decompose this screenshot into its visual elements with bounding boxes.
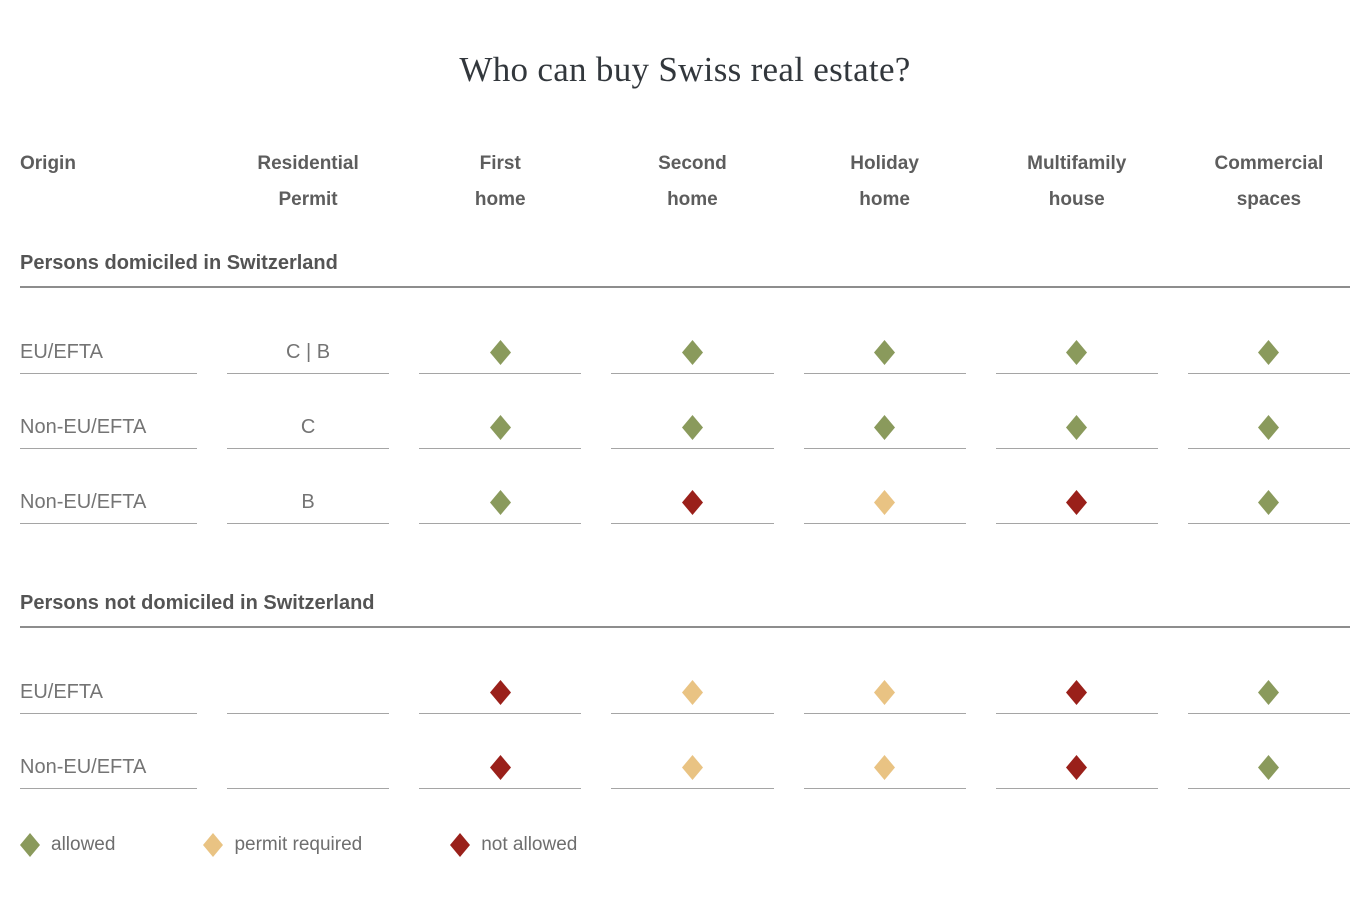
status-cell-commercial-spaces <box>1187 741 1350 789</box>
status-cell-commercial-spaces <box>1187 476 1350 524</box>
status-cell-second-home <box>611 476 774 524</box>
status-diamond-icon <box>1258 490 1280 515</box>
origin-cell: EU/EFTA <box>20 326 197 374</box>
status-cell-holiday-home <box>803 476 966 524</box>
status-cell-multifamily-house <box>995 401 1158 449</box>
section-header-not-domiciled: Persons not domiciled in Switzerland <box>20 592 1350 628</box>
status-diamond-icon <box>489 340 511 365</box>
status-cell-first-home <box>419 401 582 449</box>
status-diamond-icon <box>681 680 703 705</box>
status-diamond-icon <box>1258 340 1280 365</box>
status-cell-holiday-home <box>803 326 966 374</box>
status-cell-first-home <box>419 326 582 374</box>
table-row: EU/EFTA <box>20 666 1350 714</box>
table-row: Non-EU/EFTA C <box>20 401 1350 449</box>
column-header-commercial-spaces: Commercial spaces <box>1214 153 1324 210</box>
status-diamond-icon <box>1066 755 1088 780</box>
table-row: EU/EFTA C | B <box>20 326 1350 374</box>
status-cell-commercial-spaces <box>1187 326 1350 374</box>
status-diamond-icon <box>1066 680 1088 705</box>
permit-cell: C <box>227 401 390 449</box>
not-allowed-diamond-icon <box>450 833 471 857</box>
section-header-domiciled: Persons domiciled in Switzerland <box>20 252 1350 288</box>
legend-label: allowed <box>51 834 116 855</box>
status-cell-second-home <box>611 401 774 449</box>
permit-required-diamond-icon <box>203 833 224 857</box>
status-diamond-icon <box>874 755 896 780</box>
status-diamond-icon <box>1066 490 1088 515</box>
permit-cell <box>227 741 390 789</box>
status-cell-first-home <box>419 741 582 789</box>
status-diamond-icon <box>489 415 511 440</box>
status-cell-first-home <box>419 666 582 714</box>
legend-item-permit-required: permit required <box>203 833 362 857</box>
status-diamond-icon <box>874 415 896 440</box>
status-cell-multifamily-house <box>995 741 1158 789</box>
status-diamond-icon <box>1066 340 1088 365</box>
origin-cell: EU/EFTA <box>20 666 197 714</box>
status-cell-multifamily-house <box>995 666 1158 714</box>
status-cell-multifamily-house <box>995 476 1158 524</box>
status-cell-first-home <box>419 476 582 524</box>
status-diamond-icon <box>681 415 703 440</box>
status-cell-second-home <box>611 666 774 714</box>
status-diamond-icon <box>1258 680 1280 705</box>
status-diamond-icon <box>489 755 511 780</box>
status-cell-commercial-spaces <box>1187 666 1350 714</box>
column-header-second-home: Second home <box>658 153 727 210</box>
legend: allowed permit required not allowed <box>0 833 1370 857</box>
status-diamond-icon <box>874 680 896 705</box>
permit-cell: C | B <box>227 326 390 374</box>
status-diamond-icon <box>1066 415 1088 440</box>
legend-label: not allowed <box>481 834 578 855</box>
legend-label: permit required <box>234 834 363 855</box>
column-header-holiday-home: Holiday home <box>850 153 919 210</box>
column-header-residential-permit: Residential Permit <box>257 153 359 210</box>
status-diamond-icon <box>681 755 703 780</box>
status-diamond-icon <box>874 340 896 365</box>
status-diamond-icon <box>874 490 896 515</box>
status-diamond-icon <box>1258 755 1280 780</box>
status-cell-commercial-spaces <box>1187 401 1350 449</box>
status-cell-holiday-home <box>803 401 966 449</box>
status-cell-multifamily-house <box>995 326 1158 374</box>
status-diamond-icon <box>489 490 511 515</box>
origin-cell: Non-EU/EFTA <box>20 401 197 449</box>
column-header-first-home: First home <box>474 153 526 210</box>
status-diamond-icon <box>489 680 511 705</box>
table-row: Non-EU/EFTA <box>20 741 1350 789</box>
legend-item-not-allowed: not allowed <box>450 833 577 857</box>
status-diamond-icon <box>681 340 703 365</box>
legend-item-allowed: allowed <box>20 833 115 857</box>
permissions-table: Origin Residential Permit First home Sec… <box>0 146 1370 789</box>
status-cell-holiday-home <box>803 666 966 714</box>
status-cell-holiday-home <box>803 741 966 789</box>
permit-cell: B <box>227 476 390 524</box>
status-cell-second-home <box>611 326 774 374</box>
origin-cell: Non-EU/EFTA <box>20 741 197 789</box>
page-title: Who can buy Swiss real estate? <box>459 50 911 89</box>
column-header-multifamily-house: Multifamily house <box>1027 153 1127 210</box>
status-diamond-icon <box>1258 415 1280 440</box>
allowed-diamond-icon <box>20 833 40 857</box>
status-cell-second-home <box>611 741 774 789</box>
column-header-origin: Origin <box>20 153 76 174</box>
table-row: Non-EU/EFTA B <box>20 476 1350 524</box>
permit-cell <box>227 666 390 714</box>
column-header-row: Origin Residential Permit First home Sec… <box>20 146 1350 218</box>
origin-cell: Non-EU/EFTA <box>20 476 197 524</box>
status-diamond-icon <box>681 490 703 515</box>
